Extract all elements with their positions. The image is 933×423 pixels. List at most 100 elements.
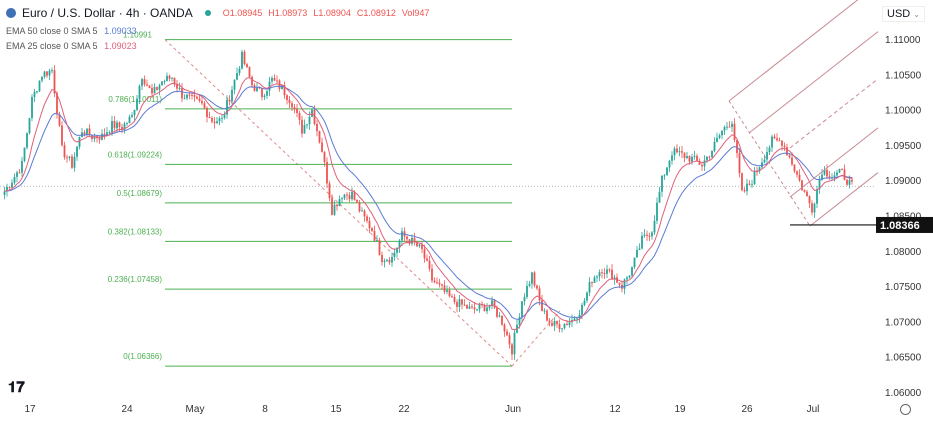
candle — [76, 146, 78, 157]
symbol-title[interactable]: Euro / U.S. Dollar · 4h · OANDA — [22, 6, 193, 20]
candle — [501, 315, 503, 325]
candle — [641, 235, 643, 249]
y-tick-label: 1.09500 — [885, 141, 922, 152]
candle — [148, 85, 151, 89]
candle — [683, 152, 686, 159]
candle — [446, 290, 448, 292]
candle — [216, 121, 218, 124]
candle — [393, 252, 396, 257]
x-tick-label: 19 — [674, 404, 686, 415]
candle — [351, 191, 353, 200]
candle — [108, 132, 111, 134]
candle — [801, 180, 803, 191]
candle — [361, 210, 363, 212]
candle — [61, 125, 63, 146]
fib-level-label: 0.618(1.09224) — [108, 150, 163, 159]
indicator-ema50[interactable]: EMA 50 close 0 SMA 5 1.09033 — [6, 26, 137, 36]
fib-level-label: 0.786(1.10011) — [108, 95, 162, 104]
candle — [491, 300, 493, 307]
candle — [291, 103, 293, 108]
candle — [398, 240, 401, 248]
candle — [38, 80, 41, 92]
ohlc-volume: Vol947 — [401, 8, 430, 18]
candle — [346, 194, 348, 196]
candle — [118, 122, 121, 128]
candle — [143, 79, 146, 85]
candle — [6, 187, 8, 192]
candle — [241, 51, 243, 69]
pitchfork-line — [748, 31, 879, 134]
candle — [751, 184, 753, 186]
candle — [328, 183, 331, 199]
candle — [521, 301, 523, 318]
candle — [58, 114, 61, 126]
candle — [273, 77, 276, 81]
candle — [308, 116, 311, 125]
candle — [653, 220, 656, 233]
candle — [21, 160, 23, 173]
candle — [611, 269, 613, 280]
candle — [161, 81, 163, 86]
x-tick-label: 22 — [398, 404, 410, 415]
candle — [41, 76, 43, 81]
candle — [378, 239, 381, 255]
ohlc-close: C1.08912 — [356, 8, 396, 18]
candle — [803, 190, 806, 192]
candle — [698, 160, 701, 165]
candle — [471, 306, 473, 308]
candle — [468, 306, 471, 309]
indicator-ema25[interactable]: EMA 25 close 0 SMA 5 1.09023 — [6, 41, 137, 51]
candle — [163, 80, 166, 82]
candle — [253, 85, 256, 92]
candle — [586, 292, 588, 301]
candle — [771, 136, 773, 148]
candle — [208, 117, 211, 119]
candle — [448, 290, 451, 297]
candle — [563, 323, 566, 329]
candle — [128, 116, 131, 123]
candle — [63, 145, 66, 158]
currency-selector[interactable]: USD ⌄ — [882, 6, 925, 22]
candle — [206, 108, 208, 118]
candle — [628, 275, 631, 278]
candle — [51, 70, 53, 72]
candle — [223, 114, 226, 118]
candle — [383, 260, 386, 263]
candle — [703, 160, 706, 167]
candle — [288, 100, 291, 104]
candle — [441, 284, 443, 286]
settings-icon[interactable] — [900, 404, 911, 415]
candle — [226, 99, 228, 115]
candle — [551, 322, 553, 326]
ohlc-open: O1.08945 — [222, 8, 263, 18]
indicator-label: EMA 25 close 0 SMA 5 — [6, 41, 98, 51]
candle — [213, 121, 216, 124]
candle — [576, 318, 578, 320]
candle — [673, 148, 676, 156]
candle — [171, 77, 173, 79]
fib-level-label: 0(1.06366) — [123, 352, 162, 361]
candle — [726, 126, 728, 128]
tradingview-logo: 𝟏𝟕 — [8, 378, 25, 396]
candle — [306, 124, 308, 126]
candle — [746, 183, 748, 192]
candle — [713, 141, 716, 151]
candle — [531, 272, 533, 284]
candle — [293, 107, 296, 110]
y-tick-label: 1.08000 — [885, 247, 922, 258]
candle — [388, 259, 391, 263]
candle — [766, 152, 768, 160]
candle — [768, 147, 771, 153]
candle — [86, 128, 88, 135]
candle — [488, 306, 491, 308]
candle — [631, 267, 633, 276]
candle — [246, 64, 248, 68]
candle — [136, 98, 138, 110]
candle — [553, 321, 556, 326]
candle — [723, 127, 726, 131]
candle — [613, 277, 616, 280]
candle — [198, 98, 201, 101]
candle — [733, 123, 736, 140]
x-tick-label: 12 — [609, 404, 621, 415]
